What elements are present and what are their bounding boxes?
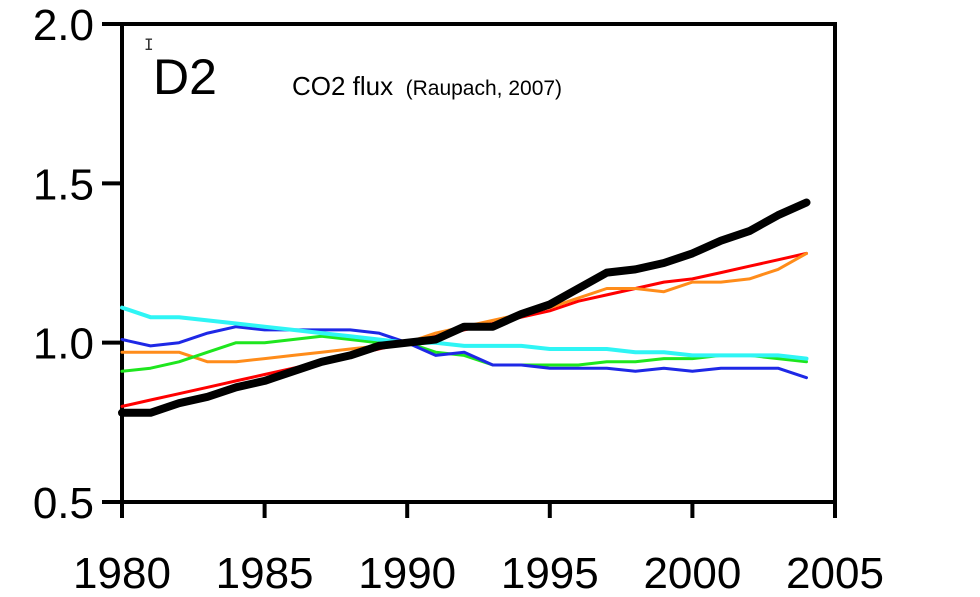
y-tick-label: 0.5	[33, 479, 94, 528]
y-tick-label: 1.0	[33, 320, 94, 369]
chart-title-suffix: (Raupach, 2007)	[406, 77, 562, 100]
series-line-6	[118, 198, 811, 417]
series-line-5	[120, 305, 809, 361]
x-tick-label: 1985	[216, 549, 314, 597]
series-line-3	[120, 334, 808, 373]
ticks-layer: 0.5 1.0 1.5 2.0 1980 1985 1990 1995 2000 2005	[33, 1, 884, 597]
series-line-4	[120, 325, 808, 380]
panel-label: D2	[153, 49, 217, 105]
chart-title: CO2 flux (Raupach, 2007)	[292, 71, 562, 101]
x-tick-label: 1995	[501, 549, 599, 597]
series-layer	[118, 198, 811, 417]
chart-title-main: CO2 flux	[292, 71, 393, 101]
text-cursor-icon: I	[144, 35, 154, 54]
x-tick-label: 1980	[73, 549, 171, 597]
x-tick-label: 2005	[786, 549, 884, 597]
x-tick-label: 2000	[643, 549, 741, 597]
y-tick-label: 2.0	[33, 1, 94, 50]
y-tick-label: 1.5	[33, 160, 94, 209]
plot-frame	[120, 22, 837, 518]
x-tick-label: 1990	[358, 549, 456, 597]
